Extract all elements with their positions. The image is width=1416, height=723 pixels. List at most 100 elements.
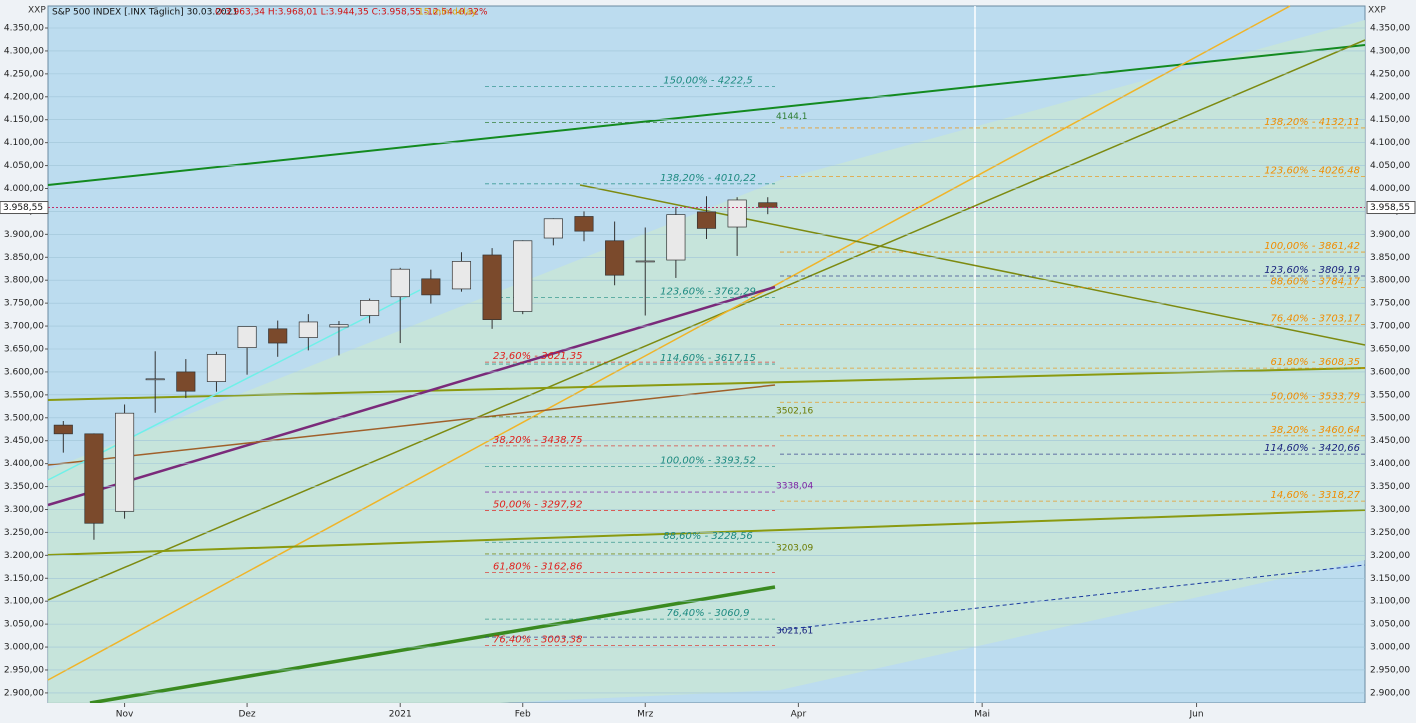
- y-tick-label: 3.700,00: [1370, 322, 1410, 332]
- level-label: 150,00% - 4222,5: [663, 75, 752, 86]
- y-tick-label: 3.350,00: [4, 482, 44, 492]
- candle-body: [758, 202, 778, 208]
- y-tick-label: 3.200,00: [4, 551, 44, 561]
- y-tick-label: 3.650,00: [4, 344, 44, 354]
- y-tick-label: 4.200,00: [1370, 92, 1410, 102]
- x-tick-label: Jun: [1189, 710, 1204, 720]
- candle-body: [176, 371, 196, 392]
- candle-body: [206, 354, 226, 382]
- moving-average: [47, 285, 776, 507]
- level-label: 4144,1: [776, 112, 808, 122]
- candle-body: [696, 211, 717, 229]
- level-label: 76,40% - 3703,17: [1271, 314, 1361, 325]
- level-label: 3338,04: [776, 482, 813, 492]
- candle-body: [329, 324, 349, 328]
- trendline: [779, 564, 1366, 631]
- delay-note: 15 min delay: [418, 8, 477, 18]
- y-tick-label: 2.950,00: [1370, 665, 1410, 675]
- candle-body: [360, 300, 380, 316]
- price-tag: [1366, 201, 1416, 215]
- y-tick-label: 3.250,00: [4, 528, 44, 538]
- y-tick-label: 3.400,00: [1370, 459, 1410, 469]
- candle-body: [482, 254, 502, 321]
- level-label: 123,60% - 3809,19: [1264, 265, 1360, 276]
- y-tick-label: 3.850,00: [1370, 253, 1410, 263]
- y-tick-label: 3.500,00: [1370, 413, 1410, 423]
- y-tick-label: 3.300,00: [1370, 505, 1410, 515]
- y-tick-label: 3.750,00: [4, 299, 44, 309]
- y-tick-label: 4.250,00: [4, 69, 44, 79]
- x-tick-label: Apr: [791, 710, 807, 720]
- level-label: 114,60% - 3420,66: [1264, 443, 1360, 454]
- y-tick-label: 2.900,00: [4, 688, 44, 698]
- axis-label: XXP: [1368, 6, 1386, 16]
- y-tick-label: 3.900,00: [1370, 230, 1410, 240]
- y-tick-label: 3.200,00: [1370, 551, 1410, 561]
- trendline: [47, 44, 1366, 186]
- y-tick-label: 3.800,00: [1370, 276, 1410, 286]
- y-tick-label: 4.100,00: [1370, 138, 1410, 148]
- y-tick-label: 3.600,00: [1370, 367, 1410, 377]
- level-label: 100,00% - 3393,52: [660, 456, 756, 467]
- y-tick-label: 3.600,00: [4, 367, 44, 377]
- x-tick-label: 2021: [389, 710, 412, 720]
- axis-label: XXP: [28, 6, 46, 16]
- y-tick-label: 4.100,00: [4, 138, 44, 148]
- y-tick-label: 2.950,00: [4, 665, 44, 675]
- trendline: [47, 5, 1291, 681]
- candle-body: [53, 424, 73, 435]
- level-label: 61,80% - 3608,35: [1271, 357, 1360, 368]
- level-label: 23,60% - 3621,35: [493, 351, 582, 362]
- candle-body: [390, 268, 410, 298]
- y-tick-label: 4.050,00: [4, 161, 44, 171]
- level-label: 3203,09: [776, 543, 813, 553]
- candle-body: [298, 321, 318, 338]
- level-label: 123,60% - 4026,48: [1264, 165, 1360, 176]
- y-tick-label: 4.350,00: [1370, 24, 1410, 34]
- y-tick-label: 3.150,00: [4, 574, 44, 584]
- candle-body: [421, 278, 441, 296]
- candle-body: [237, 326, 257, 348]
- candle-body: [666, 214, 686, 261]
- trendline: [89, 585, 776, 705]
- x-tick-label: Mai: [974, 710, 990, 720]
- y-tick-label: 4.200,00: [4, 92, 44, 102]
- y-tick-label: 3.250,00: [1370, 528, 1410, 538]
- y-tick-label: 3.900,00: [4, 230, 44, 240]
- level-label: 88,60% - 3784,17: [1271, 276, 1361, 287]
- x-axis: [0, 703, 1416, 723]
- y-tick-label: 3.850,00: [4, 253, 44, 263]
- y-tick-label: 3.000,00: [1370, 643, 1410, 653]
- chart-title: S&P 500 INDEX [.INX Täglich] 30.03.2021: [52, 8, 238, 18]
- candle-body: [513, 240, 533, 312]
- y-tick-label: 2.900,00: [1370, 688, 1410, 698]
- y-tick-label: 4.000,00: [1370, 184, 1410, 194]
- y-tick-label: 3.700,00: [4, 322, 44, 332]
- y-tick-label: 3.350,00: [1370, 482, 1410, 492]
- x-tick-label: Mrz: [637, 710, 653, 720]
- level-label: 50,00% - 3297,92: [493, 499, 582, 510]
- y-tick-label: 4.250,00: [1370, 69, 1410, 79]
- price-tag-label: 3.958,55: [1370, 203, 1410, 213]
- level-label: 38,20% - 3460,64: [1271, 425, 1360, 436]
- level-label: 138,20% - 4010,22: [660, 173, 756, 184]
- y-tick-label: 4.050,00: [1370, 161, 1410, 171]
- candle-body: [543, 218, 563, 239]
- y-tick-label: 3.300,00: [4, 505, 44, 515]
- x-tick-label: Feb: [515, 710, 531, 720]
- y-tick-label: 4.000,00: [4, 184, 44, 194]
- level-label: 114,60% - 3617,15: [660, 353, 756, 364]
- candle-body: [635, 260, 655, 263]
- x-tick-label: Dez: [238, 710, 255, 720]
- y-tick-label: 3.000,00: [4, 643, 44, 653]
- y-tick-label: 3.450,00: [1370, 436, 1410, 446]
- candle-body: [268, 328, 288, 344]
- y-tick-label: 4.300,00: [4, 46, 44, 56]
- right-axis: [1367, 6, 1416, 703]
- level-label: 3502,16: [776, 406, 813, 416]
- y-tick-label: 4.150,00: [4, 115, 44, 125]
- y-tick-label: 3.650,00: [1370, 344, 1410, 354]
- y-tick-label: 3.550,00: [4, 390, 44, 400]
- candle-body: [451, 261, 472, 290]
